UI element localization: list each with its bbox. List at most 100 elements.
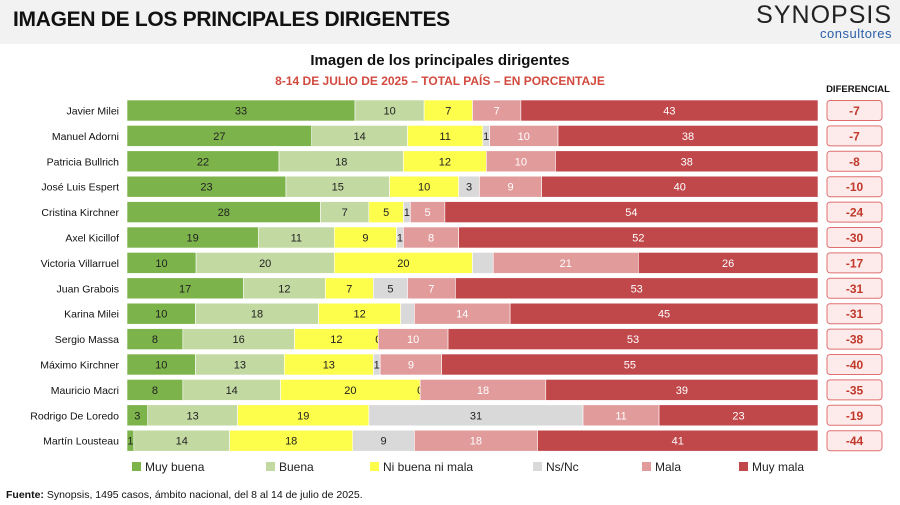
diferencial-box xyxy=(826,277,883,299)
bar-segment xyxy=(447,328,819,350)
data-label: 12 xyxy=(439,156,451,168)
data-label: 8 xyxy=(152,334,158,346)
source-footnote: Fuente: Synopsis, 1495 casos, ámbito nac… xyxy=(6,489,363,501)
diferencial-header: DIFERENCIAL xyxy=(826,84,890,95)
data-label: 54 xyxy=(625,207,637,219)
data-label: 16 xyxy=(233,334,245,346)
legend-label: Mala xyxy=(655,460,681,474)
bar-segment xyxy=(455,277,819,300)
data-label: 11 xyxy=(439,131,450,143)
data-label: 8 xyxy=(152,385,158,397)
bar-segment xyxy=(444,201,819,223)
logo-subtitle: consultores xyxy=(820,26,892,41)
data-label: 53 xyxy=(631,283,643,295)
legend-swatch xyxy=(739,462,748,471)
data-label: 33 xyxy=(235,106,247,118)
data-label: 41 xyxy=(672,436,684,448)
bar-segment xyxy=(555,150,819,173)
data-label: 18 xyxy=(335,156,347,168)
data-label: 7 xyxy=(445,106,451,118)
diferencial-value: -31 xyxy=(846,307,864,321)
diferencial-value: -30 xyxy=(846,231,864,245)
category-label: Patricia Bullrich xyxy=(47,156,120,168)
bar-segment xyxy=(520,99,819,122)
category-label: Máximo Kirchner xyxy=(40,360,119,372)
data-label: 10 xyxy=(518,131,530,143)
data-label: 5 xyxy=(387,283,393,295)
data-label: 7 xyxy=(428,283,434,295)
category-label: Manuel Adorni xyxy=(52,131,119,143)
data-label: 14 xyxy=(456,309,468,321)
data-label: 13 xyxy=(234,360,246,372)
data-label: 5 xyxy=(383,207,389,219)
data-label: 10 xyxy=(155,360,167,372)
diferencial-box xyxy=(826,404,883,426)
data-label: 53 xyxy=(627,334,639,346)
data-label: 52 xyxy=(632,233,644,245)
data-label: 9 xyxy=(507,182,513,194)
data-label: 12 xyxy=(330,334,342,346)
diferencial-box xyxy=(826,328,883,350)
legend-label: Ns/Nc xyxy=(546,460,579,474)
category-label: Cristina Kirchner xyxy=(41,207,119,219)
data-label: 18 xyxy=(470,436,482,448)
data-label: 7 xyxy=(342,207,348,219)
data-label: 23 xyxy=(200,182,212,194)
legend-swatch xyxy=(266,462,275,471)
data-label: 3 xyxy=(134,410,140,422)
bar-segment xyxy=(541,175,819,198)
legend-label: Muy mala xyxy=(752,460,804,474)
data-label: 55 xyxy=(624,360,636,372)
data-label: 18 xyxy=(285,436,297,448)
diferencial-box xyxy=(826,201,883,223)
data-label: 20 xyxy=(397,258,409,270)
data-label: 18 xyxy=(251,309,263,321)
diferencial-box xyxy=(826,379,883,401)
data-label: 27 xyxy=(213,131,225,143)
data-label: 11 xyxy=(615,410,626,422)
legend-swatch xyxy=(132,462,141,471)
page-title: IMAGEN DE LOS PRINCIPALES DIRIGENTES xyxy=(13,8,450,31)
data-label: 9 xyxy=(380,436,386,448)
data-label: 45 xyxy=(658,309,670,321)
diferencial-box xyxy=(826,252,883,274)
data-label: 39 xyxy=(676,385,688,397)
bar-segment xyxy=(537,429,819,452)
data-label: 19 xyxy=(187,233,199,245)
diferencial-value: -7 xyxy=(849,129,860,143)
data-label: 15 xyxy=(332,182,344,194)
data-label: 10 xyxy=(155,309,167,321)
category-label: Axel Kicillof xyxy=(65,233,119,245)
data-label: 26 xyxy=(722,258,734,270)
data-label: 10 xyxy=(155,258,167,270)
data-label: 14 xyxy=(176,436,188,448)
diferencial-value: -44 xyxy=(846,434,864,448)
category-label: Martín Lousteau xyxy=(43,436,119,448)
data-label: 10 xyxy=(418,182,430,194)
data-label: 1 xyxy=(127,436,133,448)
diferencial-value: -10 xyxy=(846,180,864,194)
category-label: Victoria Villarruel xyxy=(41,258,119,270)
data-label: 9 xyxy=(362,233,368,245)
diferencial-value: -35 xyxy=(846,383,864,397)
diferencial-box xyxy=(826,100,883,121)
bar-segment xyxy=(638,252,819,274)
data-label: 38 xyxy=(682,131,694,143)
data-label: 1 xyxy=(397,233,403,245)
category-label: Javier Milei xyxy=(66,106,119,118)
data-label: 10 xyxy=(407,334,419,346)
data-label: 31 xyxy=(470,410,482,422)
logo-name: SYNOPSIS xyxy=(756,1,892,29)
diferencial-value: -7 xyxy=(849,104,860,118)
data-label: 7 xyxy=(346,283,352,295)
diferencial-box xyxy=(826,430,883,452)
data-label: 20 xyxy=(259,258,271,270)
data-label: 22 xyxy=(197,156,209,168)
data-label: 1 xyxy=(374,360,380,372)
data-label: 40 xyxy=(674,182,686,194)
chart-title: Imagen de los principales dirigentes xyxy=(310,52,570,69)
bar-segment xyxy=(441,353,819,376)
data-label: 21 xyxy=(560,258,572,270)
diferencial-value: -19 xyxy=(846,409,864,423)
data-label: 11 xyxy=(291,233,302,245)
